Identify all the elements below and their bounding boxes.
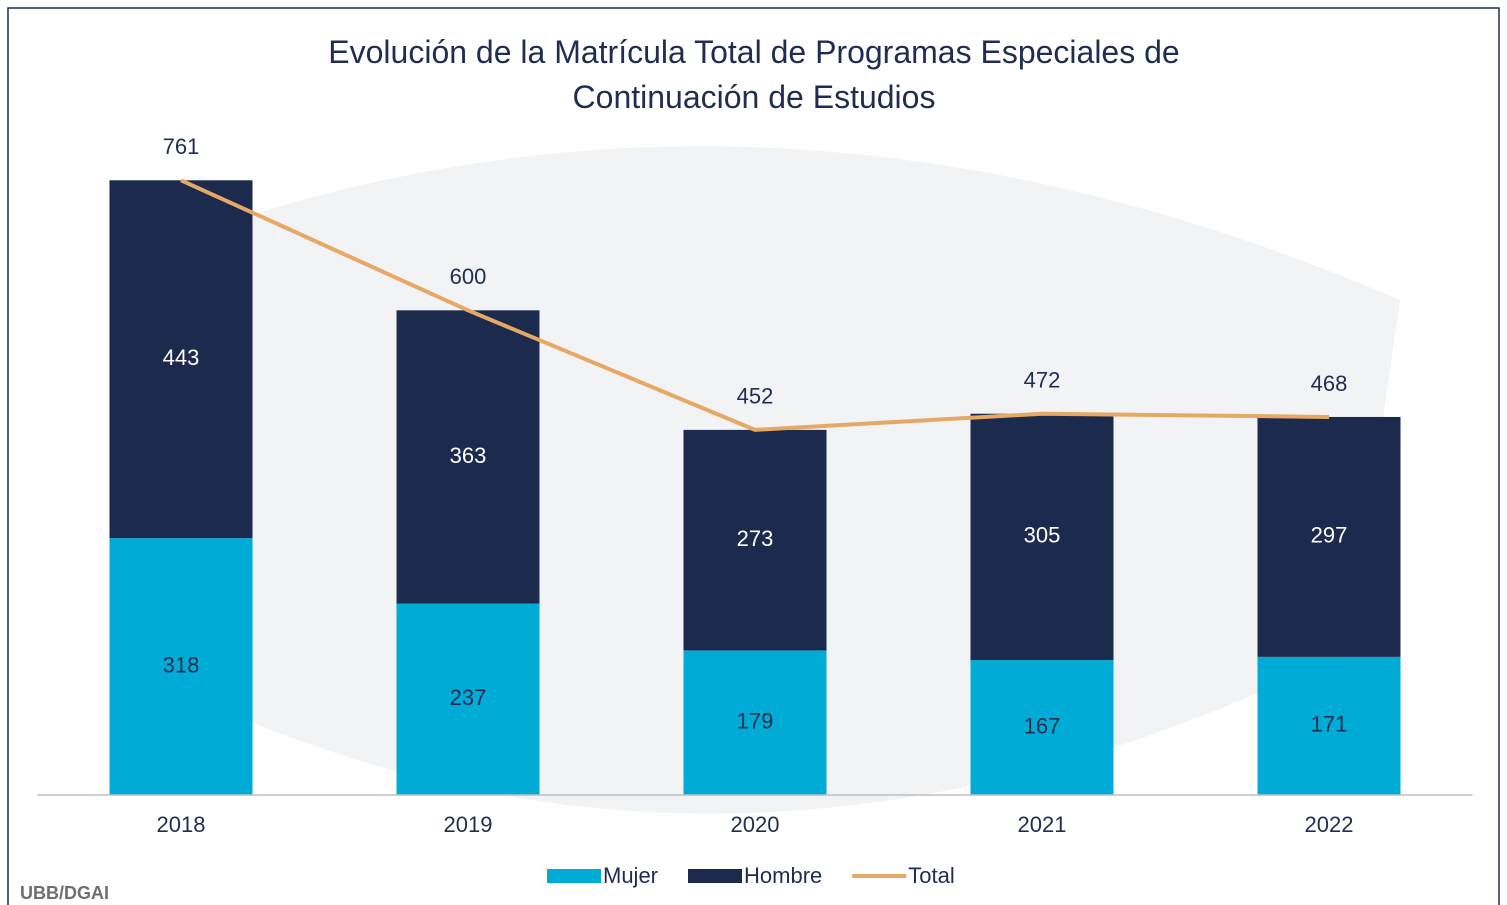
- data-label: 452: [737, 384, 774, 409]
- data-label: 468: [1311, 371, 1348, 396]
- data-label: 443: [163, 345, 200, 370]
- legend-label: Mujer: [603, 863, 658, 888]
- legend-swatch: [547, 869, 601, 883]
- x-tick-label: 2020: [731, 812, 780, 837]
- data-label: 297: [1311, 523, 1348, 548]
- source: UBB/DGAI: [20, 883, 109, 903]
- page: UBB/DGAI 318 443 2018 237 363 2019 179 273 2020 1…: [0, 0, 1507, 905]
- x-tick-label: 2018: [157, 812, 206, 837]
- data-label: 273: [737, 526, 774, 551]
- x-tick-label: 2021: [1018, 812, 1067, 837]
- data-label: 363: [450, 443, 487, 468]
- data-label: 167: [1024, 713, 1061, 738]
- data-label: 305: [1024, 523, 1061, 548]
- chart: UBB/DGAI 318 443 2018 237 363 2019 179 273 2020 1…: [0, 0, 1507, 905]
- data-label: 472: [1024, 368, 1061, 393]
- data-label: 600: [450, 264, 487, 289]
- legend-label: Hombre: [744, 863, 822, 888]
- x-tick-label: 2019: [444, 812, 493, 837]
- x-tick-label: 2022: [1305, 812, 1354, 837]
- data-label: 237: [450, 685, 487, 710]
- data-label: 171: [1311, 712, 1348, 737]
- chart-title: Evolución de la Matrícula Total de Progr…: [244, 30, 1264, 120]
- legend-label: Total: [908, 863, 954, 888]
- data-label: 318: [163, 652, 200, 677]
- data-label: 761: [163, 134, 200, 159]
- data-label: 179: [737, 709, 774, 734]
- legend-swatch: [688, 869, 742, 883]
